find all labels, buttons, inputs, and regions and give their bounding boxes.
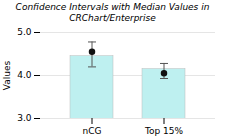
svg-text:3.0: 3.0	[17, 113, 32, 123]
svg-text:4.0: 4.0	[17, 70, 32, 80]
svg-text:Top 15%: Top 15%	[144, 126, 184, 136]
svg-text:Values: Values	[2, 60, 12, 90]
svg-text:5.0: 5.0	[17, 27, 32, 37]
html-text:Confidence Intervals with Medi: Confidence Intervals with Median Values …	[15, 2, 210, 23]
svg-text:nCG: nCG	[83, 126, 102, 136]
